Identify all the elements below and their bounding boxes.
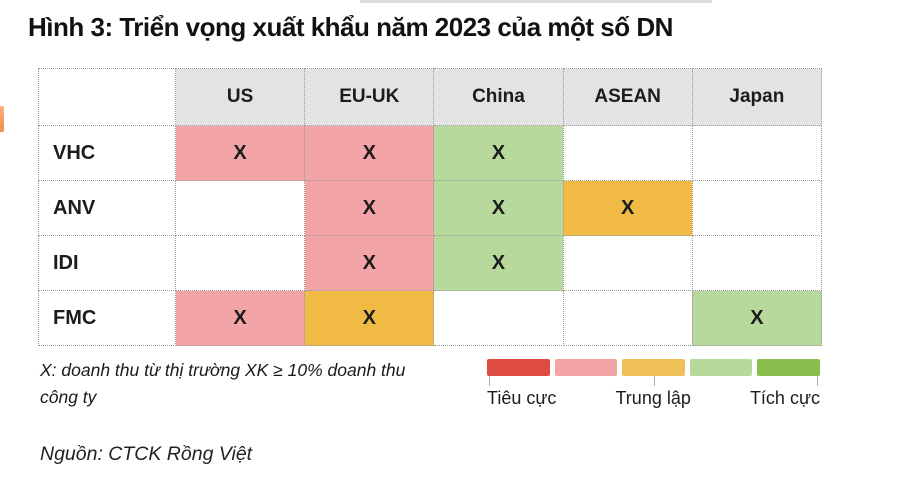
legend-color-bar: [487, 359, 820, 376]
footnote-line-1: X: doanh thu từ thị trường XK ≥ 10% doan…: [40, 360, 406, 380]
legend-tick-center: [653, 376, 655, 386]
column-header-us: US: [174, 68, 306, 126]
legend-segment-neutral: [622, 359, 685, 376]
legend-segment-negative-strong: [487, 359, 550, 376]
column-header-asean: ASEAN: [562, 68, 693, 126]
table-row-vhc: VHC X X X: [38, 125, 823, 181]
column-header-china: China: [433, 68, 564, 126]
legend-label-negative: Tiêu cực: [487, 388, 557, 408]
cell-anv-eu-uk: X: [304, 180, 435, 236]
cell-fmc-china: [433, 290, 564, 346]
table-row-fmc: FMC X X X: [38, 290, 823, 346]
table-row-anv: ANV X X X: [38, 180, 823, 236]
left-edge-artifact: [0, 106, 4, 132]
cell-anv-us: [174, 180, 306, 236]
cell-fmc-us: X: [174, 290, 306, 346]
figure-title: Hình 3: Triển vọng xuất khẩu năm 2023 củ…: [28, 12, 673, 42]
row-label-vhc: VHC: [38, 125, 176, 181]
legend-segment-positive-strong: [757, 359, 820, 376]
footnote-line-2: công ty: [40, 387, 97, 408]
table-row-idi: IDI X X: [38, 235, 823, 291]
cell-vhc-asean: [562, 125, 693, 181]
cell-vhc-eu-uk: X: [304, 125, 435, 181]
row-label-anv: ANV: [38, 180, 176, 236]
cell-vhc-us: X: [174, 125, 306, 181]
cell-fmc-japan: X: [691, 290, 823, 346]
top-edge-artifact: [360, 0, 712, 3]
cell-idi-eu-uk: X: [304, 235, 435, 291]
legend-label-neutral: Trung lập: [615, 388, 691, 408]
cell-idi-asean: [562, 235, 693, 291]
legend-ticks: [487, 376, 820, 387]
legend: Tiêu cực Trung lập Tích cực: [487, 359, 820, 409]
row-label-fmc: FMC: [38, 290, 176, 346]
legend-segment-positive-light: [689, 359, 753, 376]
cell-idi-us: [174, 235, 306, 291]
legend-tick-right: [817, 376, 818, 386]
cell-vhc-china: X: [433, 125, 564, 181]
legend-tick-left: [489, 376, 490, 386]
cell-anv-asean: X: [562, 180, 693, 236]
footnote: X: doanh thu từ thị trường XK ≥ 10% doan…: [40, 357, 470, 411]
legend-segment-negative-light: [554, 359, 618, 376]
cell-anv-japan: [691, 180, 823, 236]
header-row: US EU-UK China ASEAN Japan: [38, 68, 823, 126]
column-header-japan: Japan: [691, 68, 823, 126]
cell-fmc-asean: [562, 290, 693, 346]
export-outlook-table: US EU-UK China ASEAN Japan VHC X X X ANV X X X IDI X X…: [38, 68, 823, 346]
column-header-eu-uk: EU-UK: [304, 68, 435, 126]
legend-label-positive: Tích cực: [749, 388, 820, 408]
cell-idi-japan: [691, 235, 823, 291]
table-corner-cell: [38, 68, 176, 126]
source-text: Nguồn: CTCK Rồng Việt: [40, 443, 253, 465]
legend-labels: Tiêu cực Trung lập Tích cực: [487, 388, 820, 409]
cell-anv-china: X: [433, 180, 564, 236]
cell-fmc-eu-uk: X: [304, 290, 435, 346]
cell-vhc-japan: [691, 125, 823, 181]
cell-idi-china: X: [433, 235, 564, 291]
row-label-idi: IDI: [38, 235, 176, 291]
